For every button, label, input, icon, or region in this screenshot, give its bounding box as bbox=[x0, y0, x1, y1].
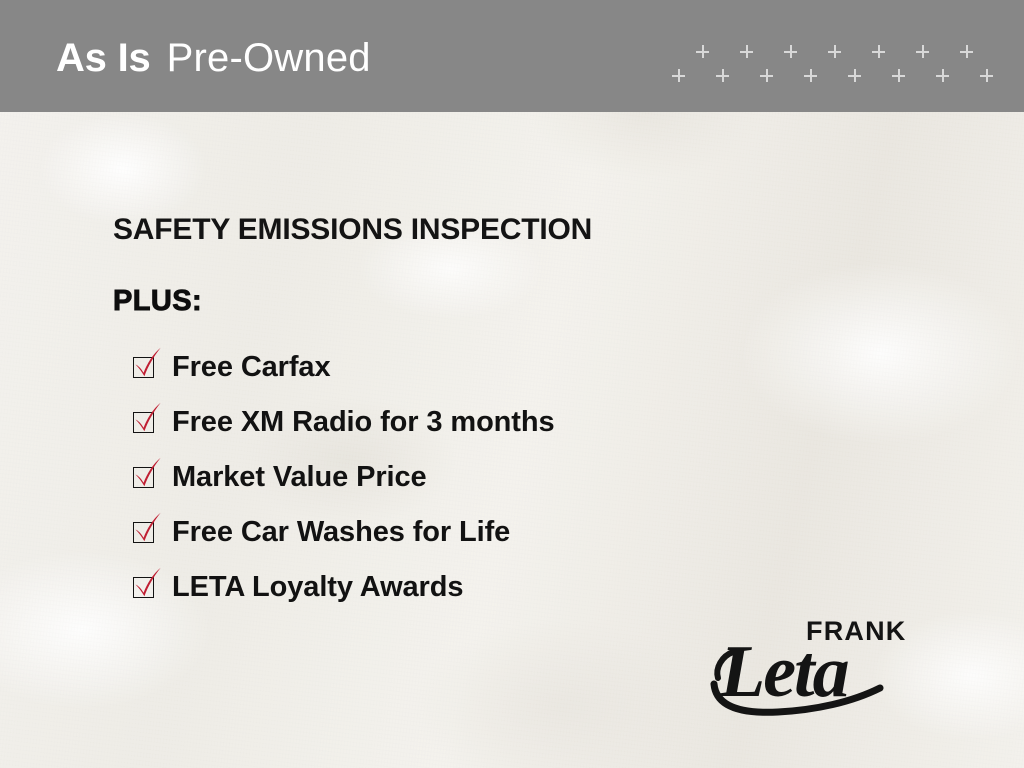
plus-row-top bbox=[672, 45, 1024, 59]
benefits-checklist: Free Carfax Free XM Radio for 3 months bbox=[133, 340, 833, 615]
slide-content: SAFETY EMISSIONS INSPECTION PLUS: Free C… bbox=[0, 112, 1024, 768]
list-item-label: Free Car Washes for Life bbox=[172, 516, 511, 548]
plus-icon bbox=[672, 69, 685, 82]
checked-checkbox-icon bbox=[133, 512, 161, 545]
plus-icon bbox=[716, 69, 729, 82]
list-item: Free XM Radio for 3 months bbox=[133, 395, 833, 450]
list-item-label: LETA Loyalty Awards bbox=[172, 571, 464, 603]
plus-icon bbox=[980, 69, 993, 82]
header-bar: As Is Pre-Owned bbox=[0, 0, 1024, 112]
list-item: Free Car Washes for Life bbox=[133, 505, 833, 560]
logo-swash-upper bbox=[714, 649, 736, 681]
logo-swash bbox=[710, 680, 884, 716]
plus-decoration-pattern bbox=[672, 38, 1012, 94]
checked-checkbox-icon bbox=[133, 347, 161, 380]
list-item: Market Value Price bbox=[133, 450, 833, 505]
plus-icon bbox=[936, 69, 949, 82]
logo-script-text: Leta bbox=[719, 631, 849, 713]
headline-text: SAFETY EMISSIONS INSPECTION bbox=[113, 213, 593, 246]
plus-icon bbox=[872, 45, 885, 58]
logo-top-text: FRANK bbox=[806, 616, 907, 646]
plus-icon bbox=[804, 69, 817, 82]
plus-icon bbox=[960, 45, 973, 58]
page-title: As Is Pre-Owned bbox=[56, 38, 371, 78]
list-item-label: Market Value Price bbox=[172, 461, 427, 493]
list-item: Free Carfax bbox=[133, 340, 833, 395]
list-item-label: Free Carfax bbox=[172, 351, 331, 383]
checked-checkbox-icon bbox=[133, 567, 161, 600]
checked-checkbox-icon bbox=[133, 457, 161, 490]
plus-icon bbox=[740, 45, 753, 58]
plus-icon bbox=[760, 69, 773, 82]
plus-icon bbox=[696, 45, 709, 58]
plus-icon bbox=[916, 45, 929, 58]
frank-leta-logo: FRANK Leta bbox=[706, 608, 911, 720]
checked-checkbox-icon bbox=[133, 402, 161, 435]
list-item-label: Free XM Radio for 3 months bbox=[172, 406, 555, 438]
page-title-light: Pre-Owned bbox=[166, 36, 371, 80]
plus-icon bbox=[848, 69, 861, 82]
list-item: LETA Loyalty Awards bbox=[133, 560, 833, 615]
plus-section-label: PLUS: bbox=[113, 285, 202, 317]
plus-icon bbox=[784, 45, 797, 58]
plus-icon bbox=[892, 69, 905, 82]
plus-row-bottom bbox=[672, 69, 1012, 83]
plus-icon bbox=[828, 45, 841, 58]
page-title-strong: As Is bbox=[56, 36, 151, 80]
